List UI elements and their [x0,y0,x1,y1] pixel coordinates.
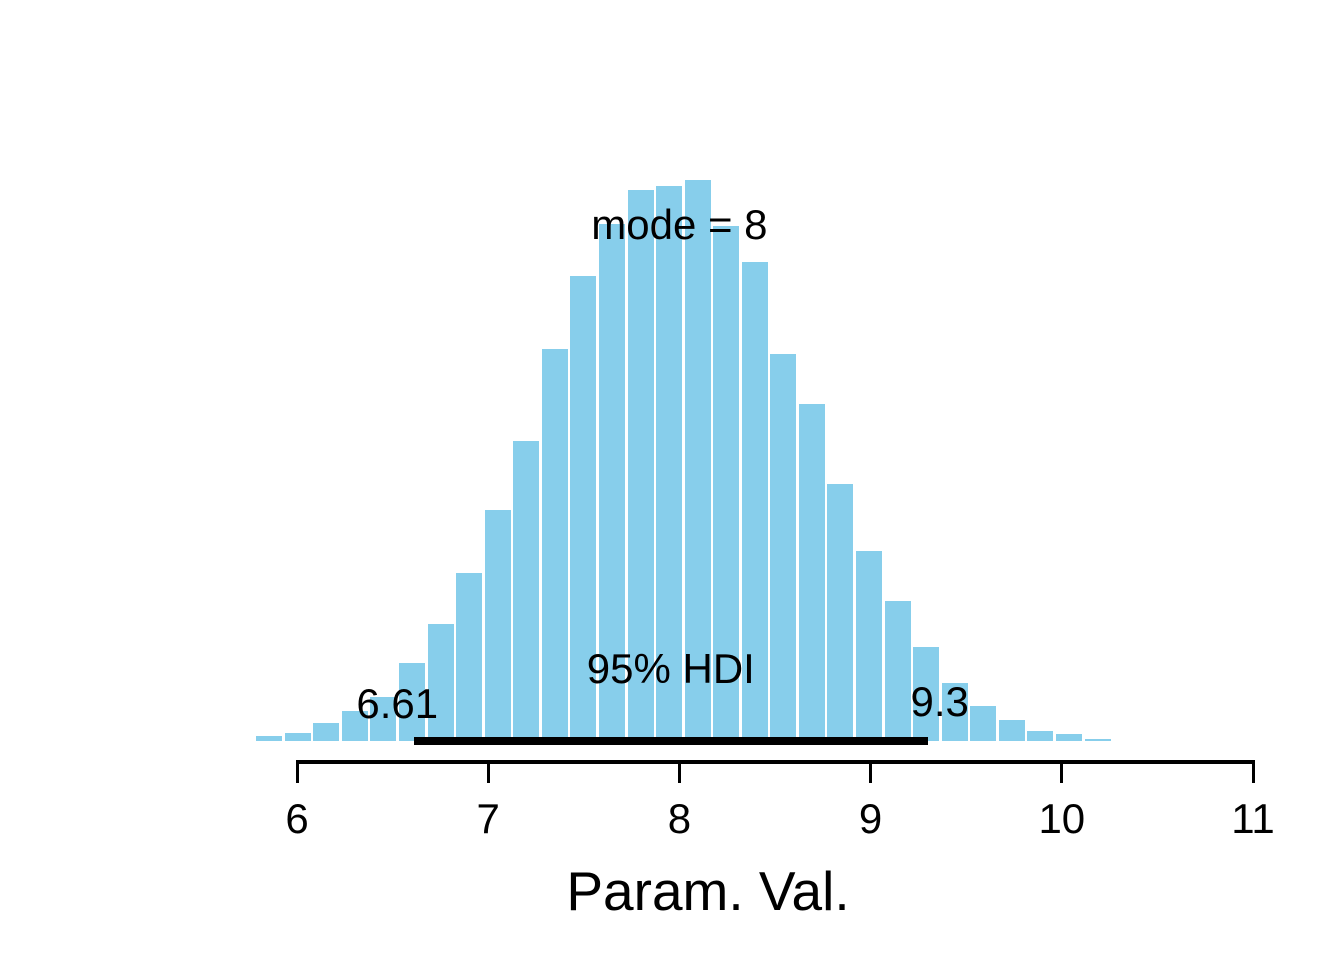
histogram-bar [1084,739,1111,741]
histogram-bar [656,186,682,741]
histogram-bar [798,404,825,741]
x-tick-label: 6 [285,795,309,842]
x-axis-tick [1251,764,1255,783]
histogram-bar [598,224,625,741]
histogram-bar [941,683,968,741]
histogram-bar [256,736,283,741]
histogram-bar [399,663,425,741]
histogram-bar [513,441,540,741]
histogram-bar [570,276,597,741]
histogram-bar [684,180,711,741]
hdi-upper-bound-label: 9.3 [910,678,969,725]
histogram-bar [741,262,768,741]
x-axis-tick [486,764,490,783]
x-axis-tick [295,764,299,783]
histogram-bar [427,624,454,741]
histogram-bar [713,226,740,741]
histogram-bar [1056,734,1082,741]
histogram-bar [998,720,1025,741]
histogram-bar [284,733,311,741]
histogram-bar [856,551,882,741]
histogram-bar [341,711,368,741]
histogram-bar [827,484,854,741]
hdi-interval-line [413,737,928,745]
histogram-bar [884,601,911,741]
histogram-bar [456,573,483,741]
x-tick-label: 10 [1038,795,1086,842]
histogram-bar [1027,731,1054,741]
x-tick-label: 8 [667,795,692,842]
histogram-bar [484,510,511,741]
histogram-bar [913,647,940,741]
x-tick-label: 7 [476,795,500,842]
x-tick-label: 9 [858,795,883,842]
x-tick-label: 11 [1231,795,1275,842]
histogram-bar [313,723,340,741]
histogram-bar [770,354,797,741]
histogram-bar [541,349,568,741]
x-axis-tick [677,764,681,783]
hdi-mass-annotation: 95% HDI [586,645,755,692]
x-axis-tick [1060,764,1064,783]
histogram-bar [970,706,997,741]
x-axis-title: Param. Val. [566,860,850,922]
hdi-lower-bound-label: 6.61 [356,680,439,727]
x-axis-line [295,760,1255,764]
mode-annotation: mode = 8 [591,201,768,248]
histogram-bar [370,697,397,741]
histogram-bar [627,190,654,741]
x-axis-tick [869,764,873,783]
